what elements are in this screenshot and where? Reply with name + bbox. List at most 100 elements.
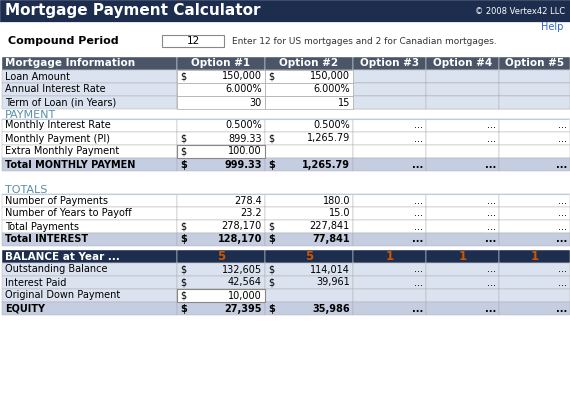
Bar	[177, 96, 265, 109]
Bar	[426, 145, 499, 158]
Text: ...: ...	[556, 160, 567, 169]
Bar	[2, 233, 177, 246]
Text: TOTALS: TOTALS	[5, 185, 47, 195]
Bar	[2, 207, 177, 220]
Text: EQUITY: EQUITY	[5, 304, 45, 313]
Text: ...: ...	[414, 222, 423, 231]
Bar	[353, 289, 426, 302]
Bar	[177, 194, 265, 207]
Text: $: $	[180, 235, 187, 244]
Bar	[265, 250, 353, 263]
Text: ...: ...	[412, 160, 423, 169]
Bar	[353, 132, 426, 145]
Bar	[353, 70, 426, 83]
Bar	[353, 276, 426, 289]
Bar	[426, 302, 499, 315]
Text: 278.4: 278.4	[234, 195, 262, 206]
Text: ...: ...	[487, 208, 496, 219]
Text: 114,014: 114,014	[310, 264, 350, 275]
Bar	[2, 57, 177, 70]
Bar	[426, 96, 499, 109]
Bar	[426, 250, 499, 263]
Text: $: $	[180, 304, 187, 313]
Bar	[426, 194, 499, 207]
Bar	[499, 289, 570, 302]
Bar	[353, 83, 426, 96]
Text: ...: ...	[487, 277, 496, 288]
Bar	[353, 145, 426, 158]
Text: ...: ...	[556, 304, 567, 313]
Bar	[265, 233, 353, 246]
Bar	[177, 83, 265, 96]
Bar	[265, 83, 353, 96]
Bar	[2, 83, 177, 96]
Bar	[353, 302, 426, 315]
Text: Interest Paid: Interest Paid	[5, 277, 66, 288]
Bar	[177, 302, 265, 315]
Text: 6.000%: 6.000%	[314, 84, 350, 95]
Text: $: $	[180, 277, 186, 288]
Bar	[2, 96, 177, 109]
Text: ...: ...	[558, 264, 567, 275]
Text: ...: ...	[414, 208, 423, 219]
Bar	[499, 83, 570, 96]
Text: $: $	[268, 160, 275, 169]
Bar	[499, 233, 570, 246]
Bar	[353, 207, 426, 220]
Text: 899.33: 899.33	[229, 133, 262, 144]
Bar	[2, 302, 177, 315]
Bar	[353, 220, 426, 233]
Bar	[0, 22, 570, 33]
Bar	[426, 96, 499, 109]
Bar	[177, 145, 265, 158]
Text: $: $	[268, 277, 274, 288]
Bar	[177, 207, 265, 220]
Bar	[353, 96, 426, 109]
Bar	[2, 276, 177, 289]
Bar	[265, 276, 353, 289]
Text: $: $	[268, 71, 274, 82]
Bar	[265, 83, 353, 96]
Text: Help: Help	[540, 22, 563, 33]
Text: 1: 1	[385, 250, 393, 263]
Text: $: $	[268, 222, 274, 231]
Bar	[499, 194, 570, 207]
Bar	[353, 57, 426, 70]
Text: 132,605: 132,605	[222, 264, 262, 275]
Text: Loan Amount: Loan Amount	[5, 71, 70, 82]
Bar	[499, 302, 570, 315]
Bar	[426, 83, 499, 96]
Text: Monthly Interest Rate: Monthly Interest Rate	[5, 120, 111, 131]
Bar	[177, 263, 265, 276]
Text: Number of Years to Payoff: Number of Years to Payoff	[5, 208, 132, 219]
Text: Total Payments: Total Payments	[5, 222, 79, 231]
Text: 30: 30	[250, 98, 262, 107]
Text: $: $	[268, 304, 275, 313]
Text: Mortgage Information: Mortgage Information	[5, 58, 135, 69]
Bar	[0, 328, 570, 408]
Bar	[177, 70, 265, 83]
Text: ...: ...	[558, 277, 567, 288]
Bar	[162, 35, 224, 47]
Text: ...: ...	[558, 208, 567, 219]
Text: Option #3: Option #3	[360, 58, 419, 69]
Text: $: $	[180, 133, 186, 144]
Text: $: $	[180, 71, 186, 82]
Text: $: $	[268, 133, 274, 144]
Bar	[265, 220, 353, 233]
Text: ...: ...	[487, 195, 496, 206]
Bar	[177, 119, 265, 132]
Bar	[499, 145, 570, 158]
Bar	[177, 83, 265, 96]
Text: 15: 15	[337, 98, 350, 107]
Bar	[353, 194, 426, 207]
Text: Number of Payments: Number of Payments	[5, 195, 108, 206]
Bar	[426, 207, 499, 220]
Bar	[499, 119, 570, 132]
Text: 0.500%: 0.500%	[314, 120, 350, 131]
Text: Total INTEREST: Total INTEREST	[5, 235, 88, 244]
Bar	[265, 132, 353, 145]
Text: BALANCE at Year ...: BALANCE at Year ...	[5, 251, 120, 262]
Bar	[499, 207, 570, 220]
Text: 150,000: 150,000	[222, 71, 262, 82]
